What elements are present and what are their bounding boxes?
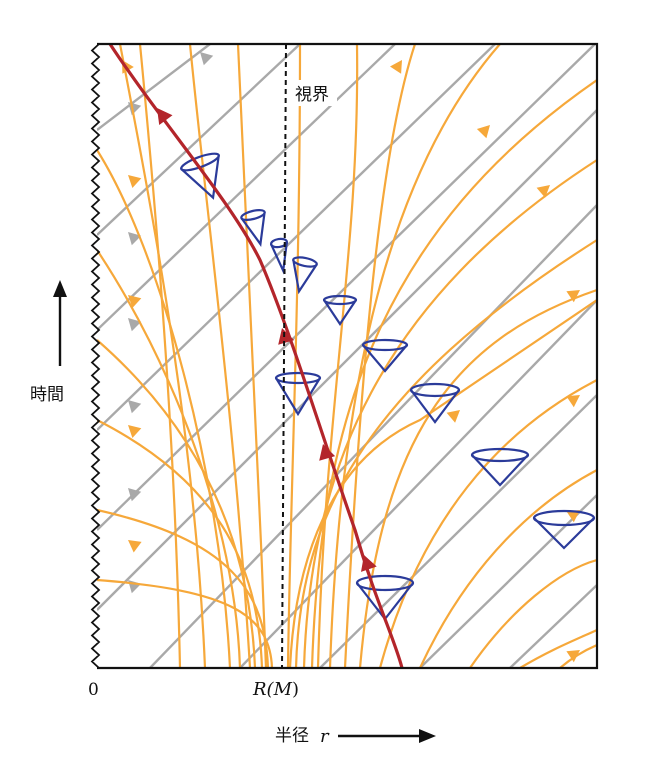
ingoing-ray (419, 494, 597, 668)
outgoing-ray-arrow (566, 650, 580, 663)
light-cone-icon (180, 152, 220, 200)
worldline-arrow (157, 108, 173, 125)
radius-axis-word: 半径 (275, 726, 309, 746)
outgoing-ray-arrow (566, 510, 580, 523)
outgoing-ray-arrow (476, 125, 490, 139)
outgoing-ray (310, 79, 597, 668)
worldline-arrow (278, 328, 295, 345)
arrow-up-icon (53, 280, 67, 366)
light-cone-icon (269, 237, 289, 275)
light-cone-icon (292, 256, 318, 295)
outgoing-ray (316, 44, 359, 668)
singularity-zigzag-icon (90, 43, 101, 669)
ingoing-ray-arrow (128, 318, 142, 332)
outgoing-ray (188, 44, 252, 668)
outgoing-ray (328, 44, 501, 668)
outgoing-ray (97, 508, 270, 668)
ingoing-ray (97, 44, 496, 431)
ingoing-ray (239, 299, 597, 668)
outgoing-ray (378, 379, 597, 668)
light-cone-icon (532, 509, 596, 550)
light-cone-icon (409, 382, 461, 424)
ingoing-ray (509, 584, 597, 668)
outgoing-light-rays (97, 44, 597, 668)
outgoing-ray-arrow (390, 60, 402, 74)
ingoing-ray-arrow (128, 102, 142, 116)
outgoing-ray (294, 239, 597, 668)
plot-area (97, 44, 597, 668)
horizon-line (281, 43, 287, 669)
outgoing-ray (559, 643, 597, 668)
ingoing-ray (97, 109, 597, 611)
outgoing-ray (97, 339, 257, 668)
outgoing-ray-arrow (128, 540, 142, 553)
ingoing-ray (97, 44, 396, 331)
diagram-frame (97, 42, 599, 670)
ingoing-ray (319, 394, 597, 668)
outgoing-ray-arrow (128, 295, 142, 308)
outgoing-ray (343, 44, 417, 668)
worldline-arrow (361, 555, 377, 572)
outgoing-ray-arrow (128, 425, 142, 438)
ingoing-ray (97, 44, 301, 236)
radius-axis-symbol: r (320, 726, 330, 747)
outgoing-ray (419, 469, 597, 668)
outgoing-ray (302, 159, 597, 668)
light-cone-icon (361, 338, 409, 373)
outgoing-ray (469, 558, 597, 668)
time-axis-label: 時間 (30, 385, 64, 405)
outgoing-ray (118, 44, 207, 668)
ingoing-ray-arrow (128, 400, 142, 414)
outgoing-ray (97, 578, 274, 668)
worldline-path (108, 44, 404, 668)
outgoing-ray (519, 628, 597, 668)
outgoing-ray (138, 44, 182, 668)
outgoing-ray (97, 149, 232, 668)
outgoing-ray (286, 44, 302, 668)
outgoing-ray-arrow (566, 290, 580, 303)
horizon-label-bg (291, 80, 337, 106)
light-cone-icon (470, 447, 530, 487)
arrow-right-icon (338, 729, 436, 743)
ingoing-ray (97, 44, 211, 131)
ingoing-ray-arrow (128, 488, 142, 502)
particle-worldline (108, 44, 404, 668)
light-cones (180, 152, 596, 621)
origin-tick-label: 0 (88, 680, 99, 700)
ingoing-ray-arrow (200, 52, 214, 66)
outgoing-ray (97, 249, 242, 668)
outgoing-ray-arrow (128, 175, 142, 188)
outgoing-ray (236, 44, 268, 668)
light-cone-icon (322, 294, 358, 326)
worldline-arrow (319, 444, 336, 461)
light-cone-icon (240, 209, 266, 247)
outgoing-ray-arrow (566, 395, 580, 408)
outgoing-ray-arrow (446, 410, 460, 423)
radius-tick-label: R(M) (252, 679, 299, 700)
outgoing-ray-arrow (536, 185, 550, 198)
horizon-label: 視界 (295, 85, 329, 105)
